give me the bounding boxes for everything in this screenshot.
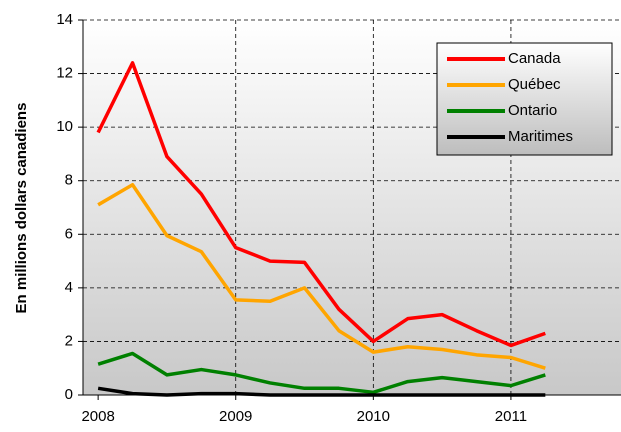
- legend-label: Maritimes: [508, 128, 573, 145]
- series-line: [97, 182, 546, 370]
- y-tick-label: 14: [56, 11, 73, 28]
- x-tick-label: 2011: [495, 408, 527, 425]
- y-tick-label: 6: [65, 225, 73, 242]
- y-tick-label: 2: [65, 332, 73, 349]
- x-tick-label: 2008: [81, 408, 114, 425]
- series-line: [97, 351, 546, 395]
- y-tick-label: 4: [65, 279, 73, 296]
- legend-label: Québec: [508, 76, 561, 93]
- y-tick-label: 12: [56, 65, 73, 82]
- x-tick-label: 2009: [219, 408, 252, 425]
- x-tick-label: 2010: [357, 408, 390, 425]
- y-tick-label: 8: [65, 172, 73, 189]
- legend-label: Ontario: [508, 102, 557, 119]
- legend-label: Canada: [508, 50, 561, 67]
- y-axis-label: En millions dollars canadiens: [13, 103, 30, 314]
- y-tick-label: 0: [65, 386, 73, 403]
- y-tick-label: 10: [56, 118, 73, 135]
- series-line: [96, 61, 546, 348]
- series-line: [97, 386, 546, 397]
